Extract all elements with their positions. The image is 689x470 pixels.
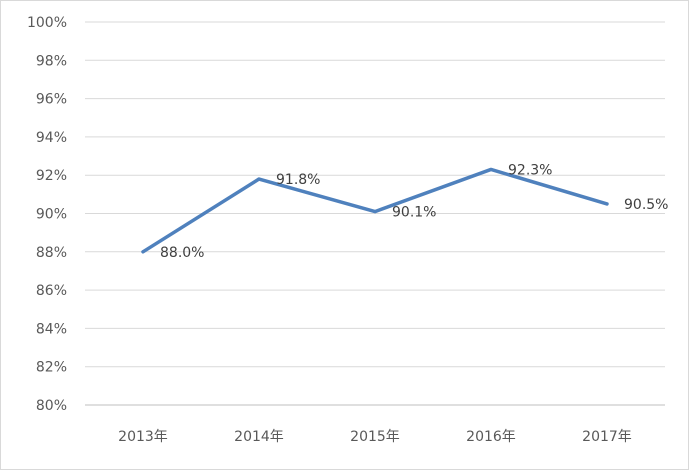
y-tick-label: 96% bbox=[36, 92, 67, 108]
y-tick-label: 100% bbox=[27, 15, 67, 31]
y-tick-label: 82% bbox=[36, 360, 67, 376]
data-point bbox=[373, 210, 377, 214]
y-tick-label: 86% bbox=[36, 283, 67, 299]
data-label: 90.5% bbox=[624, 197, 668, 213]
y-tick-label: 90% bbox=[36, 207, 67, 223]
y-tick-label: 84% bbox=[36, 321, 67, 337]
y-tick-label: 98% bbox=[36, 53, 67, 69]
data-label: 91.8% bbox=[276, 172, 320, 188]
data-point bbox=[489, 167, 493, 171]
y-tick-label: 88% bbox=[36, 245, 67, 261]
x-tick-label: 2017年 bbox=[582, 429, 632, 445]
x-tick-label: 2016年 bbox=[466, 429, 516, 445]
data-point bbox=[257, 177, 261, 181]
series-group bbox=[141, 167, 609, 254]
y-axis-ticks: 80% 82% 84% 86% 88% 90% 92% 94% 96% 98% 100% bbox=[27, 15, 67, 414]
x-tick-label: 2013年 bbox=[118, 429, 168, 445]
data-label: 88.0% bbox=[160, 245, 204, 261]
data-label: 90.1% bbox=[392, 205, 436, 221]
data-point bbox=[605, 202, 609, 206]
x-axis-ticks: 2013年 2014年 2015年 2016年 2017年 bbox=[118, 429, 632, 445]
data-labels: 88.0% 91.8% 90.1% 92.3% 90.5% bbox=[160, 162, 668, 260]
data-point bbox=[141, 250, 145, 254]
x-tick-label: 2015年 bbox=[350, 429, 400, 445]
y-tick-label: 80% bbox=[36, 398, 67, 414]
data-label: 92.3% bbox=[508, 162, 552, 178]
y-tick-label: 92% bbox=[36, 168, 67, 184]
x-tick-label: 2014年 bbox=[234, 429, 284, 445]
y-tick-label: 94% bbox=[36, 130, 67, 146]
gridlines bbox=[85, 21, 665, 406]
